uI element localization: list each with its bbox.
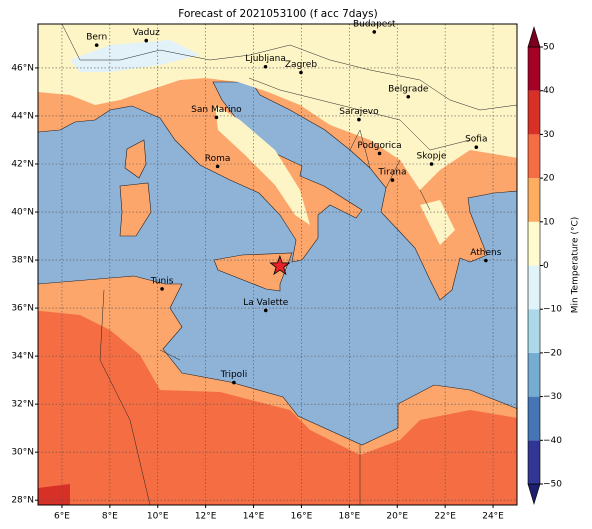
- city-label: Tripoli: [220, 370, 248, 380]
- city-label: Bern: [86, 33, 107, 43]
- lon-label: 8°E: [102, 512, 118, 522]
- colorbar-under: [527, 483, 541, 506]
- city-label: Sarajevo: [339, 107, 379, 117]
- colorbar-band: [528, 47, 540, 91]
- lon-label: 20°E: [386, 512, 408, 522]
- city-label: Athens: [470, 248, 501, 258]
- lat-label: 36°N: [11, 304, 34, 314]
- city-dot: [406, 94, 411, 99]
- colorbar-tick-label: 0: [543, 261, 549, 271]
- city-dot: [94, 43, 99, 47]
- lon-label: 10°E: [147, 512, 169, 522]
- lat-label: 30°N: [11, 448, 34, 458]
- location-star: [269, 254, 291, 276]
- city-dot: [377, 151, 382, 156]
- lon-label: 22°E: [434, 512, 456, 522]
- lat-label: 28°N: [11, 496, 34, 506]
- colorbar-band: [528, 352, 540, 397]
- city-label: Sofia: [465, 135, 487, 145]
- lon-label: 24°E: [482, 512, 504, 522]
- colorbar-tick-label: 10: [543, 217, 555, 227]
- colorbar-band: [528, 178, 540, 222]
- colorbar-band: [528, 396, 540, 441]
- city-label: Vaduz: [133, 28, 160, 38]
- colorbar-tick-label: −10: [543, 305, 562, 315]
- city-label: San Marino: [191, 105, 242, 115]
- colorbar-band: [528, 134, 540, 179]
- borders: [61, 24, 517, 505]
- colorbar-label: Min Temperature (°C): [571, 217, 581, 314]
- colorbar-tick-label: −40: [543, 436, 562, 446]
- city-label: Zagreb: [285, 60, 317, 70]
- corsica: [124, 139, 147, 179]
- cool-north: [38, 24, 517, 245]
- city-dot: [484, 258, 488, 263]
- lon-label: 18°E: [339, 512, 361, 522]
- lat-label: 46°N: [11, 63, 34, 73]
- lon-label: 6°E: [54, 512, 70, 522]
- city-label: Podgorica: [357, 141, 401, 151]
- lat-label: 32°N: [11, 400, 34, 410]
- city-dot: [263, 308, 268, 313]
- city-dot: [144, 38, 149, 43]
- overlay: Bern VaduzBudapestLjubljanaZagrebBelgrade…: [38, 19, 517, 505]
- city-dot: [474, 145, 479, 149]
- colorbar-over: [527, 25, 541, 48]
- colorbar-band: [528, 221, 540, 266]
- lat-label: 42°N: [11, 160, 34, 170]
- colorbar-band: [528, 265, 540, 310]
- city-dot: [429, 162, 434, 166]
- sicily: [213, 252, 293, 292]
- frame: [37, 23, 518, 506]
- lat-label: 34°N: [11, 352, 34, 362]
- city-dot: [232, 380, 236, 385]
- colorbar-band: [528, 440, 540, 484]
- lon-label: 16°E: [291, 512, 313, 522]
- colorbar-band: [528, 309, 540, 353]
- colorbar-tick-label: 40: [543, 86, 555, 96]
- title: Forecast of 2021053100 (f acc 7days): [178, 8, 377, 20]
- city-label: La Valette: [243, 298, 288, 308]
- city-dot: [160, 287, 164, 291]
- city-label: Ljubljana: [245, 54, 286, 64]
- colorbar-tick-label: 20: [543, 174, 555, 184]
- lat-label: 38°N: [11, 256, 34, 266]
- city-label: Skopje: [417, 152, 447, 162]
- city-label: Roma: [205, 154, 231, 164]
- city-label: Belgrade: [388, 84, 429, 94]
- city-dot: [214, 115, 219, 120]
- city-dot: [372, 30, 377, 34]
- lon-label: 12°E: [195, 512, 217, 522]
- city-label: Tunis: [150, 276, 174, 286]
- city-label: Tirana: [377, 168, 406, 178]
- colorbar-tick-label: −30: [543, 392, 562, 402]
- city-dot: [299, 70, 303, 75]
- city-dot: [263, 64, 268, 69]
- hot-africa: [38, 310, 517, 505]
- lat-label: 44°N: [11, 111, 34, 121]
- colorbar-tick-label: −20: [543, 348, 562, 358]
- city-dot: [357, 117, 361, 122]
- colorbar-tick-label: 30: [543, 130, 555, 140]
- city-dot: [215, 164, 220, 169]
- city-dot: [390, 178, 395, 182]
- colorbar-tick-label: 50: [543, 43, 555, 53]
- lat-label: 40°N: [11, 208, 34, 218]
- lon-label: 14°E: [243, 512, 265, 522]
- colorbar-band: [528, 90, 540, 135]
- hottest: [38, 484, 70, 505]
- colorbar-tick-label: −50: [543, 480, 562, 490]
